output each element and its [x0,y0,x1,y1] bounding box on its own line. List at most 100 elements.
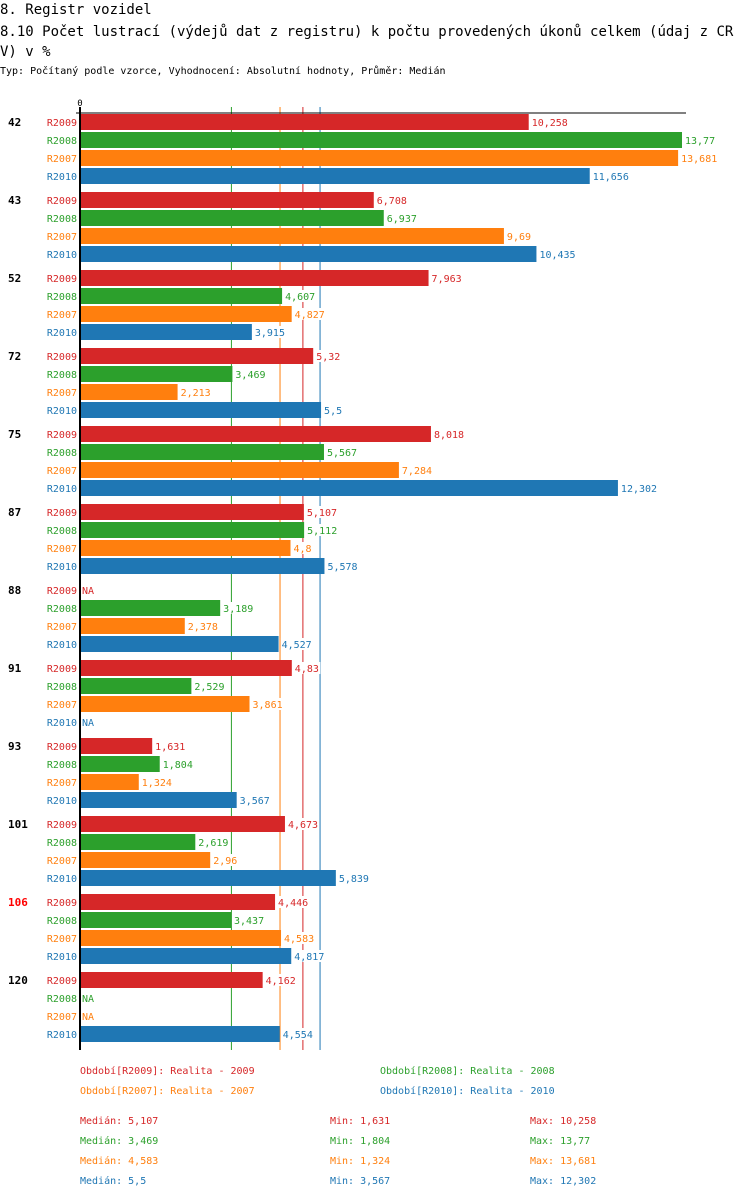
data-label-bg [238,794,272,806]
data-label: NA [82,1012,94,1023]
bar [81,504,304,520]
bar [81,306,292,322]
category-label: 93 [8,740,21,753]
series-label: R2007 [47,856,77,867]
series-label: R2007 [47,232,77,243]
data-label: 4,8 [293,544,311,555]
category-label: 91 [8,662,22,675]
data-label: 3,915 [255,328,285,339]
data-label-bg [222,602,255,614]
data-label-bg [234,368,267,380]
data-label: 4,446 [278,898,308,909]
data-label-bg [505,230,533,242]
series-label: R2008 [47,994,77,1005]
legend-item-r2009: Období[R2009]: Realita - 2009 [80,1066,255,1077]
bar [81,852,211,868]
data-label-bg [212,854,239,866]
series-label: R2009 [47,820,77,831]
data-label-bg [264,974,298,986]
data-label: 4,817 [294,952,324,963]
series-label: R2007 [47,700,77,711]
category-label: 106 [8,896,28,909]
data-label: 4,554 [283,1030,313,1041]
data-label: 7,284 [402,466,432,477]
data-label: 3,861 [253,700,283,711]
data-label: 3,567 [240,796,270,807]
bar [81,792,237,808]
data-label-bg [430,272,464,284]
bar [81,288,283,304]
data-label-bg [530,116,570,128]
data-label-bg [293,308,327,320]
data-label: NA [82,586,94,597]
series-label: R2009 [47,664,77,675]
series-label: R2010 [47,640,77,651]
data-label: 5,578 [327,562,357,573]
data-label-bg [293,662,321,674]
series-label: R2009 [47,976,77,987]
bar [81,246,537,262]
bar [81,114,529,130]
series-label: R2007 [47,388,77,399]
data-label: 6,708 [377,196,407,207]
category-label: 75 [8,428,21,441]
stat-median-r2007: Medián: 4,583 [80,1156,159,1167]
stat-median-r2009: Medián: 5,107 [80,1116,159,1127]
stat-min-r2009: Min: 1,631 [330,1116,391,1127]
data-label-bg [432,428,466,440]
data-label: 4,527 [282,640,312,651]
bar [81,912,232,928]
bar [81,816,285,832]
category-label: 87 [8,506,21,519]
data-label-bg [251,698,285,710]
data-label: 13,681 [681,154,717,165]
series-label: R2007 [47,310,77,321]
data-label-bg [81,992,96,1004]
data-label: 1,324 [142,778,172,789]
chart-title: 8.10 Počet lustrací (výdejů dat z regist… [0,24,734,60]
data-label: 5,107 [307,508,337,519]
data-label-bg [326,560,359,572]
series-label: R2008 [47,136,77,147]
series-label: R2010 [47,796,77,807]
series-label: R2010 [47,718,77,729]
data-label-bg [684,134,717,146]
data-label-bg [186,620,220,632]
data-label: 5,839 [339,874,369,885]
data-label: NA [82,994,94,1005]
series-label: R2008 [47,292,77,303]
data-label: 3,469 [235,370,265,381]
stat-max-r2007: Max: 13,681 [530,1156,597,1167]
bar [81,366,233,382]
data-label: 4,673 [288,820,318,831]
data-label-bg [325,446,359,458]
series-label: R2008 [47,682,77,693]
series-label: R2009 [47,118,77,129]
data-label-bg [337,872,371,884]
stat-max-r2008: Max: 13,77 [530,1136,591,1147]
bar [81,210,384,226]
data-label-bg [197,836,230,848]
data-label-bg [286,818,320,830]
bar [81,660,292,676]
category-label: 52 [8,272,21,285]
data-label: 2,378 [188,622,218,633]
series-label: R2009 [47,274,77,285]
data-label-bg [292,542,313,554]
data-label-bg [193,680,226,692]
bar [81,132,682,148]
series-label: R2009 [47,742,77,753]
bar [81,618,185,634]
bar [81,756,160,772]
category-label: 42 [8,116,21,129]
data-label-bg [619,482,659,494]
data-label: 2,619 [198,838,228,849]
legend-label: Období[R2007]: Realita - 2007 [80,1086,255,1097]
data-label-bg [305,506,339,518]
series-label: R2008 [47,526,77,537]
data-label: NA [82,718,94,729]
stat-min-r2008: Min: 1,804 [330,1136,391,1147]
legend-label: Období[R2008]: Realita - 2008 [380,1066,555,1077]
data-label-bg [81,716,96,728]
series-label: R2007 [47,154,77,165]
